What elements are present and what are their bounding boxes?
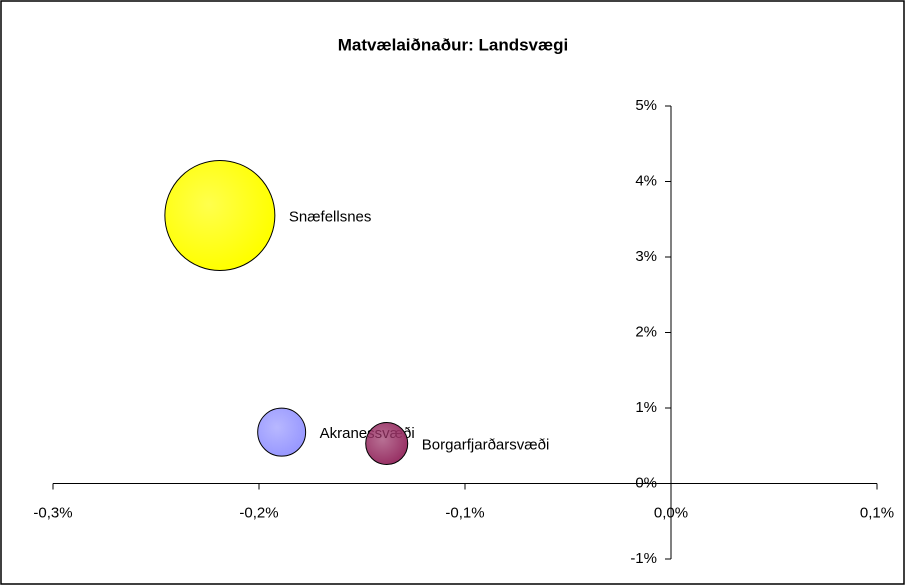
data-label: Borgarfjarðarsvæði	[422, 436, 550, 453]
y-tick-label: 1%	[635, 399, 657, 416]
bubble	[365, 421, 409, 466]
y-tick-label: 2%	[635, 323, 657, 340]
y-tick-label: 3%	[635, 248, 657, 265]
bubble	[257, 407, 307, 457]
y-tick-label: 0%	[635, 474, 657, 491]
x-tick-label: -0,1%	[445, 504, 484, 521]
bubble	[164, 159, 276, 271]
x-tick-label: -0,2%	[239, 504, 278, 521]
data-label: Snæfellsnes	[289, 208, 372, 225]
x-tick-label: 0,1%	[860, 504, 894, 521]
y-tick-label: 5%	[635, 97, 657, 114]
x-tick-label: 0,0%	[654, 504, 688, 521]
y-tick-label: -1%	[630, 550, 657, 567]
y-tick-label: 4%	[635, 172, 657, 189]
x-tick-label: -0,3%	[33, 504, 72, 521]
chart-title: Matvælaiðnaður: Landsvægi	[338, 35, 568, 54]
